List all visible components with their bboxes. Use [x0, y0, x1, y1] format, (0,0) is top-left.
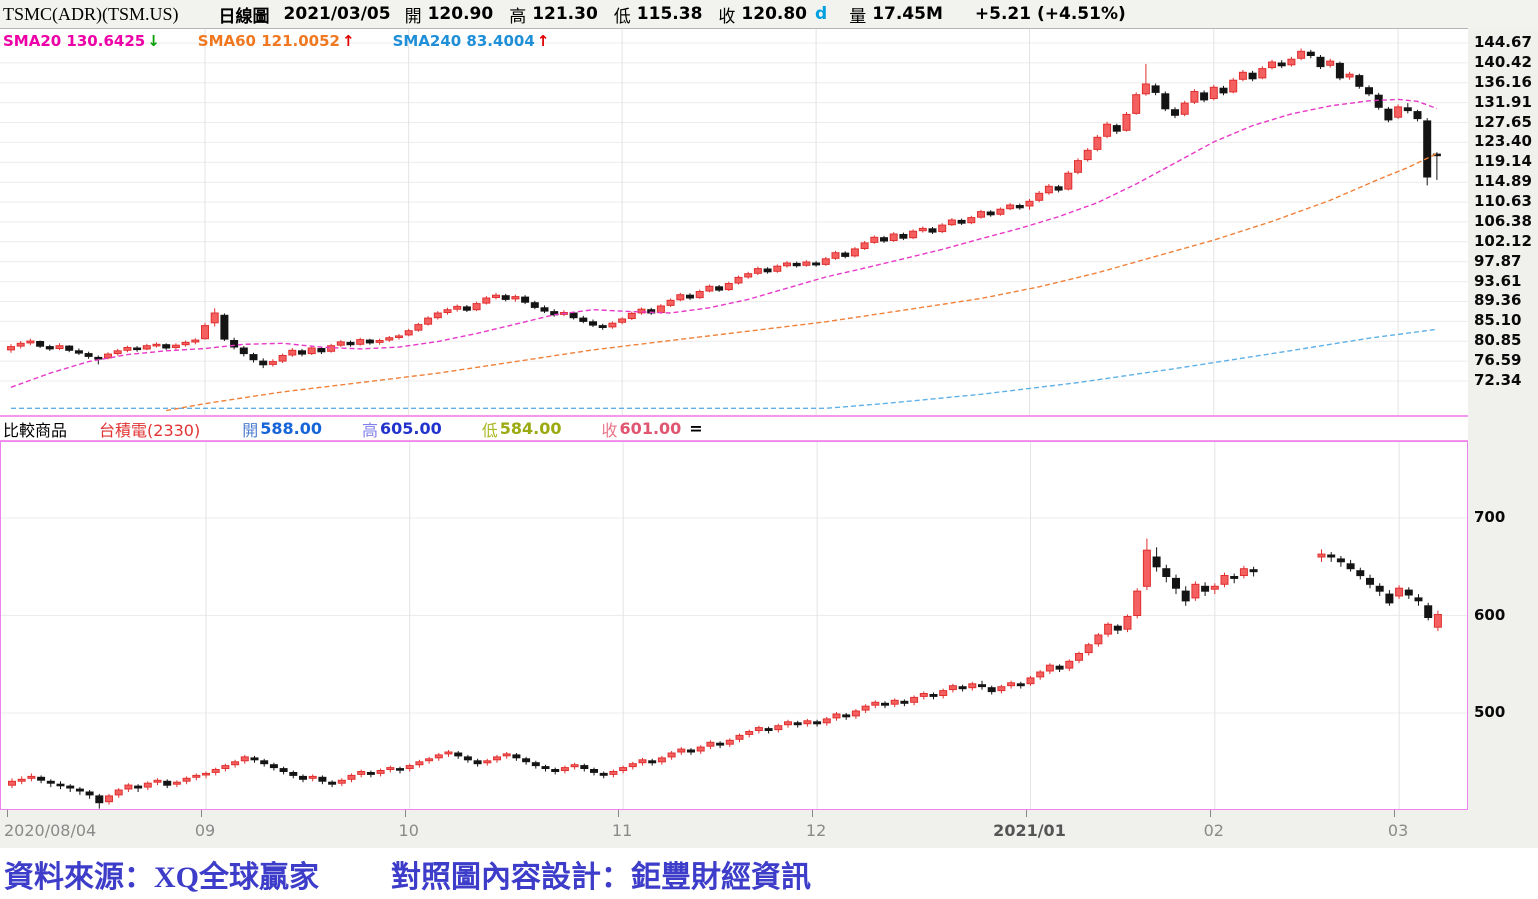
- x-axis-label: 12: [805, 821, 827, 840]
- sma240-legend: SMA240 83.4004 ↑: [393, 32, 550, 50]
- compare-label: 比較商品: [3, 420, 68, 440]
- chart-type-label[interactable]: 日線圖: [218, 6, 270, 27]
- sma20-line: [10, 98, 1438, 388]
- sma60-trend-arrow-icon: ↑: [341, 32, 355, 50]
- y-axis-label: 80.85: [1474, 331, 1522, 350]
- close-value: 120.80: [741, 4, 808, 24]
- cmp-close-label: 收: [601, 420, 618, 440]
- twse-2330-candlestick-chart[interactable]: [0, 441, 1468, 810]
- sma240-line: [11, 328, 1437, 409]
- sma240-value: SMA240 83.4004: [392, 32, 535, 50]
- y-axis-label: 102.12: [1474, 231, 1532, 250]
- symbol-title: TSMC(ADR)(TSM.US): [3, 3, 179, 24]
- cmp-high-label: 高: [362, 420, 379, 440]
- cmp-open-value: 588.00: [260, 419, 322, 438]
- y-axis-label: 119.14: [1474, 152, 1532, 171]
- y-axis-label: 136.16: [1474, 72, 1532, 91]
- close-flag: d: [815, 4, 828, 24]
- high-label: 高: [509, 6, 527, 27]
- close-label: 收: [718, 6, 736, 27]
- y-axis-label: 97.87: [1474, 251, 1522, 270]
- y-axis-label: 600: [1474, 605, 1506, 624]
- compare-product-row: 比較商品 台積電(2330) 開 588.00 高 605.00 低 584.0…: [0, 415, 1468, 441]
- low-value: 115.38: [636, 4, 703, 24]
- header-row: TSMC(ADR)(TSM.US) 日線圖 2021/03/05 開 120.9…: [0, 0, 1538, 28]
- cmp-close-value: 601.00: [619, 419, 682, 438]
- y-axis-label: 140.42: [1474, 52, 1532, 71]
- y-axis-label: 106.38: [1474, 211, 1532, 230]
- change-value: +5.21 (+4.51%): [974, 4, 1126, 24]
- y-axis-label: 144.67: [1474, 33, 1532, 51]
- cmp-low-value: 584.00: [499, 419, 562, 438]
- y-axis-label: 131.91: [1474, 92, 1532, 111]
- design-credit: 對照圖內容設計：鉅豐財經資訊: [391, 860, 811, 894]
- y-axis-label: 700: [1474, 508, 1506, 526]
- x-axis-tick: [1209, 810, 1211, 817]
- sma20-trend-arrow-icon: ↓: [147, 32, 160, 50]
- y-axis-label: 85.10: [1474, 311, 1522, 330]
- y-axis-label: 123.40: [1474, 132, 1532, 151]
- volume-value: 17.45M: [872, 4, 943, 24]
- sma240-trend-arrow-icon: ↑: [536, 32, 550, 50]
- quote-date: 2021/03/05: [283, 4, 391, 24]
- y-axis-label: 500: [1474, 703, 1506, 721]
- x-axis-tick: [812, 810, 814, 817]
- x-axis-label: 2021/01: [993, 821, 1066, 840]
- low-label: 低: [613, 6, 631, 27]
- y-axis-label: 110.63: [1474, 192, 1532, 211]
- cmp-high-value: 605.00: [380, 419, 442, 438]
- open-label: 開: [404, 6, 422, 27]
- footer: 資料來源：XQ全球贏家 對照圖內容設計：鉅豐財經資訊: [0, 848, 1538, 899]
- x-axis-tick: [7, 810, 8, 817]
- sma20-legend: SMA20 130.6425 ↓: [3, 32, 160, 50]
- x-axis-tick: [1394, 810, 1396, 817]
- sma20-value: SMA20 130.6425: [3, 32, 146, 50]
- x-axis-tick: [618, 810, 620, 817]
- sma60-line: [166, 152, 1438, 412]
- x-axis-label: 2020/08/04: [4, 821, 97, 840]
- time-axis: 2020/08/04 09 10 11 12 2021/01 02 03: [0, 810, 1538, 848]
- x-axis-label: 03: [1387, 821, 1409, 840]
- sma60-value: SMA60 121.0052: [197, 32, 340, 50]
- x-axis-label: 02: [1203, 821, 1224, 840]
- volume-label: 量: [849, 6, 867, 27]
- cmp-open-label: 開: [242, 420, 259, 440]
- y-axis-label: 89.36: [1474, 291, 1522, 310]
- x-axis-label: 10: [398, 821, 419, 840]
- sma-legend: SMA20 130.6425 ↓ SMA60 121.0052 ↑ SMA240 8…: [3, 32, 549, 50]
- cmp-low-label: 低: [481, 420, 498, 440]
- tsm-candlestick-chart[interactable]: SMA20 130.6425 ↓ SMA60 121.0052 ↑ SMA240 8…: [0, 28, 1468, 417]
- chart-bottom-svg: [1, 442, 1467, 809]
- compare-symbol[interactable]: 台積電(2330): [99, 420, 201, 440]
- y-axis-label: 72.34: [1474, 371, 1522, 389]
- x-axis-label: 11: [611, 821, 633, 840]
- x-axis-label: 09: [194, 821, 216, 840]
- x-axis-tick: [404, 810, 406, 817]
- sma60-legend: SMA60 121.0052 ↑: [198, 32, 355, 50]
- y-axis-label: 76.59: [1474, 351, 1522, 370]
- y-axis-label: 127.65: [1474, 112, 1532, 131]
- chart-top-svg: [0, 29, 1468, 416]
- price-axis: 144.67 140.42 136.16 131.91 127.65 123.40 119.…: [1468, 28, 1538, 810]
- open-value: 120.90: [427, 4, 494, 24]
- y-axis-label: 93.61: [1474, 271, 1522, 290]
- y-axis-label: 114.89: [1474, 172, 1532, 191]
- high-value: 121.30: [532, 4, 598, 24]
- data-source-credit: 資料來源：XQ全球贏家: [4, 860, 319, 894]
- x-axis-tick: [201, 810, 202, 817]
- x-axis-tick: [1025, 810, 1027, 817]
- cmp-equals-sign: =: [689, 419, 703, 438]
